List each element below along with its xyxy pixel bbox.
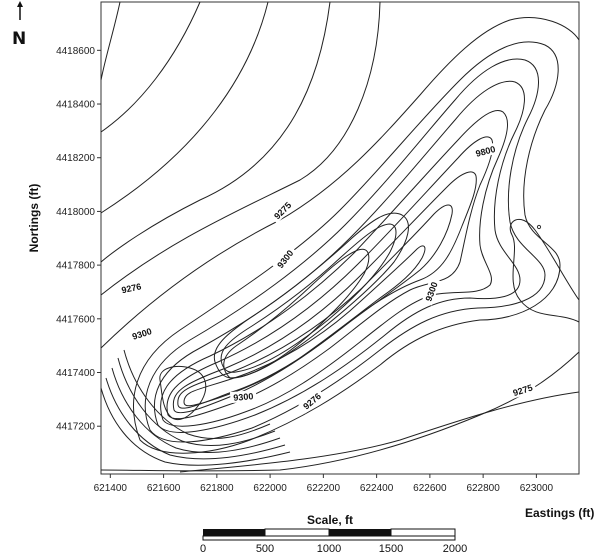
contour-label: 9276 <box>117 279 146 296</box>
contour-line <box>177 204 453 409</box>
y-tick-label: 4418600 <box>56 46 95 57</box>
contour-line <box>100 1 121 81</box>
scale-label: 500 <box>256 543 274 555</box>
contour-line <box>100 1 331 263</box>
x-tick-label: 622800 <box>466 483 500 494</box>
contour-label-text: 9300 <box>131 326 153 342</box>
contour-line <box>100 1 201 133</box>
x-tick-label: 623000 <box>520 483 554 494</box>
contour-label: 9300 <box>421 277 441 306</box>
contour-line <box>105 377 286 460</box>
contour-line <box>100 17 580 349</box>
contour-point <box>536 224 542 230</box>
y-tick-label: 4417200 <box>56 422 95 433</box>
scale-label: 2000 <box>443 543 467 555</box>
contour-line <box>213 212 409 379</box>
contour-label: 9300 <box>229 389 257 404</box>
contour-label: 9800 <box>471 142 500 160</box>
contour-label: 9275 <box>269 197 296 224</box>
x-tick-label: 621400 <box>94 483 128 494</box>
contour-line <box>220 223 397 373</box>
scale-bar: Scale, ft 0 500 1000 1500 2000 <box>200 513 467 555</box>
y-tick-label: 4417800 <box>56 261 95 272</box>
scale-label: 0 <box>200 543 206 555</box>
y-tick-label: 4417400 <box>56 368 95 379</box>
contour-line <box>166 136 494 420</box>
scale-label: 1500 <box>379 543 403 555</box>
x-tick-label: 622200 <box>307 483 341 494</box>
contour-line <box>117 357 276 447</box>
contour-label: 9300 <box>272 245 298 273</box>
contour-label-text: 9300 <box>423 281 439 303</box>
contour-label: 9300 <box>127 324 156 343</box>
scale-title: Scale, ft <box>307 513 353 527</box>
contour-line <box>159 366 207 420</box>
y-tick-label: 4418200 <box>56 153 95 164</box>
y-tick-label: 4418400 <box>56 100 95 111</box>
contour-line <box>509 218 580 323</box>
contour-line <box>100 387 291 466</box>
contour-line <box>133 41 561 454</box>
x-tick-label: 621800 <box>200 483 234 494</box>
x-tick-label: 622000 <box>253 483 287 494</box>
x-tick-label: 622400 <box>360 483 394 494</box>
north-arrow-icon: N <box>12 1 26 49</box>
contour-label: 9275 <box>508 380 537 400</box>
contour-label-text: 9300 <box>233 391 254 403</box>
contour-line <box>123 349 271 440</box>
y-tick-label: 4417600 <box>56 314 95 325</box>
contour-label-text: 9800 <box>475 144 497 159</box>
contour-line <box>144 58 546 443</box>
contour-label-text: 9275 <box>512 383 534 399</box>
map-frame <box>100 1 580 475</box>
contour-line <box>100 1 381 296</box>
north-label: N <box>12 29 26 49</box>
x-tick-label: 621600 <box>147 483 181 494</box>
contour-line <box>223 248 370 379</box>
contour-label-text: 9276 <box>121 281 143 295</box>
contour-line <box>100 1 269 214</box>
contour-line <box>111 367 281 453</box>
contour-line <box>183 245 426 407</box>
contour-line <box>179 391 580 473</box>
contour-lines <box>100 1 580 473</box>
y-tick-label: 4418000 <box>56 207 95 218</box>
x-tick-label: 622600 <box>413 483 447 494</box>
x-axis-title: Eastings (ft) <box>525 506 594 520</box>
y-axis-title: Nortings (ft) <box>27 184 41 253</box>
y-axis-ticks: 4417200 4417400 4417600 4417800 4418000 44182… <box>56 46 101 433</box>
contour-line <box>160 110 508 427</box>
scale-label: 1000 <box>317 543 341 555</box>
x-axis-ticks: 621400 621600 621800 622000 622200 622400 6226… <box>94 474 554 494</box>
